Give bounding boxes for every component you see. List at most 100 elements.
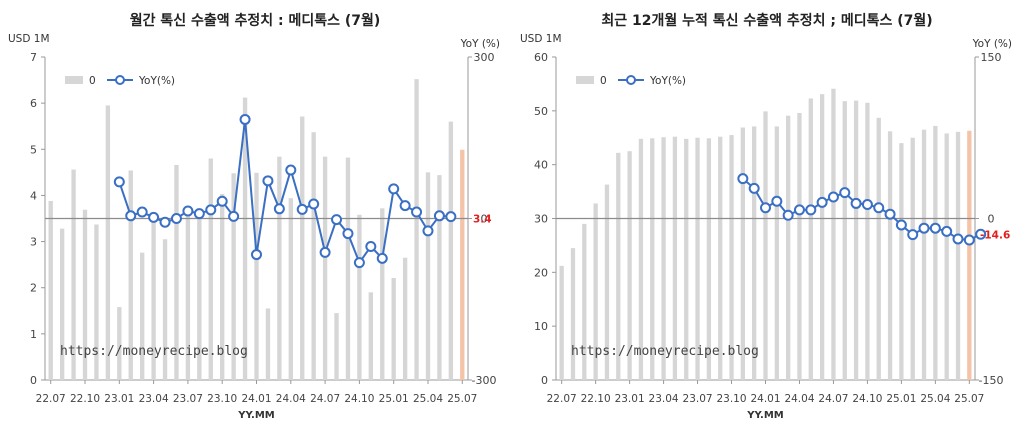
legend-bar-swatch	[576, 76, 594, 84]
y-axis-left-unit: USD 1M	[8, 33, 50, 45]
y-right-tick-label: 0	[481, 213, 488, 226]
yoy-point	[975, 228, 987, 240]
y-left-tick-label: 50	[534, 105, 548, 118]
bar	[105, 105, 111, 380]
yoy-point	[331, 214, 343, 226]
bar	[819, 94, 825, 381]
y-right-tick-label: -300	[472, 374, 497, 387]
bar	[616, 152, 621, 380]
bar	[887, 131, 893, 380]
bar	[785, 115, 791, 380]
bar	[231, 173, 236, 380]
yoy-point	[136, 206, 148, 218]
bar	[48, 200, 53, 380]
x-tick-label: 22.07	[547, 393, 577, 405]
yoy-point	[376, 252, 388, 264]
x-tick-label: 25.07	[954, 393, 984, 405]
yoy-point	[737, 173, 749, 185]
bar	[322, 156, 328, 380]
bar	[414, 79, 419, 381]
x-tick-label: 25.07	[447, 393, 477, 405]
x-tick-label: 23.01	[615, 393, 645, 405]
bar	[650, 138, 655, 380]
x-tick-label: 24.04	[784, 393, 814, 405]
bar	[831, 88, 836, 381]
yoy-point	[805, 204, 817, 216]
y-right-tick-label: 0	[988, 213, 995, 226]
legend-line-marker	[626, 75, 636, 85]
watermark: https://moneyrecipe.blog	[60, 344, 248, 359]
x-tick-label: 22.10	[581, 393, 611, 405]
bar	[876, 117, 881, 380]
legend-bar-label: 0	[89, 75, 96, 87]
bar	[265, 308, 271, 380]
yoy-point	[388, 183, 400, 195]
watermark: https://moneyrecipe.blog	[571, 344, 759, 359]
yoy-point	[411, 206, 423, 218]
bar	[774, 126, 779, 380]
bar	[277, 156, 282, 380]
bar	[638, 138, 644, 380]
yoy-point	[861, 199, 873, 211]
x-tick-label: 22.10	[70, 393, 100, 405]
yoy-point	[873, 202, 885, 214]
chart-12m-cumulative-export: 최근 12개월 누적 톡신 수출액 추정치 ; 메디톡스 (7월) USD 1M Y…	[520, 12, 1012, 421]
yoy-point	[159, 216, 171, 228]
legend-bar-swatch	[65, 76, 83, 84]
y-left-tick-label: 5	[30, 143, 37, 156]
yoy-point	[827, 191, 839, 203]
bar	[797, 112, 802, 380]
yoy-last-value-label: -14.6	[980, 230, 1010, 242]
yoy-point	[748, 182, 760, 194]
legend-bar-label: 0	[600, 75, 607, 87]
bar	[559, 265, 564, 380]
x-tick-label: 22.07	[36, 393, 66, 405]
bar	[117, 307, 122, 380]
y-left-tick-label: 30	[534, 213, 548, 226]
yoy-point	[285, 164, 297, 176]
yoy-point	[182, 205, 194, 217]
bar	[718, 136, 723, 380]
bar	[162, 239, 168, 380]
bar-highlight	[460, 149, 465, 380]
bar	[185, 206, 191, 380]
x-tick-label: 23.01	[104, 393, 134, 405]
y-left-tick-label: 2	[30, 282, 37, 295]
legend-line-marker	[115, 75, 125, 85]
y-left-tick-label: 20	[534, 266, 548, 279]
yoy-point	[918, 222, 930, 234]
x-tick-label: 24.04	[276, 393, 306, 405]
bar	[729, 135, 734, 380]
x-tick-label: 25.04	[920, 393, 950, 405]
yoy-point	[251, 249, 262, 261]
bar	[899, 143, 904, 380]
yoy-point	[884, 208, 896, 220]
y-left-tick-label: 60	[534, 51, 548, 64]
bar	[391, 278, 396, 380]
bar	[140, 252, 145, 380]
yoy-point	[239, 113, 251, 125]
yoy-point	[148, 211, 160, 223]
yoy-point	[433, 210, 445, 222]
bar	[311, 132, 316, 380]
y-right-tick-label: 150	[981, 51, 1002, 64]
bar	[842, 101, 847, 380]
bar	[82, 209, 88, 380]
yoy-point	[771, 195, 783, 207]
bar	[752, 126, 757, 380]
y-left-tick-label: 3	[30, 236, 37, 249]
y-axis-left-unit: USD 1M	[520, 33, 562, 45]
yoy-point	[941, 225, 953, 237]
bar	[128, 170, 133, 380]
yoy-point	[839, 187, 851, 199]
bar	[672, 136, 678, 380]
yoy-point	[308, 198, 320, 210]
yoy-point	[445, 211, 457, 223]
bar	[933, 125, 938, 380]
yoy-point	[895, 219, 907, 231]
bar	[242, 97, 248, 380]
chart-title: 최근 12개월 누적 톡신 수출액 추정치 ; 메디톡스 (7월)	[601, 12, 932, 29]
y-left-tick-label: 6	[30, 97, 37, 110]
bar	[345, 157, 351, 380]
y-right-tick-label: -150	[979, 374, 1004, 387]
